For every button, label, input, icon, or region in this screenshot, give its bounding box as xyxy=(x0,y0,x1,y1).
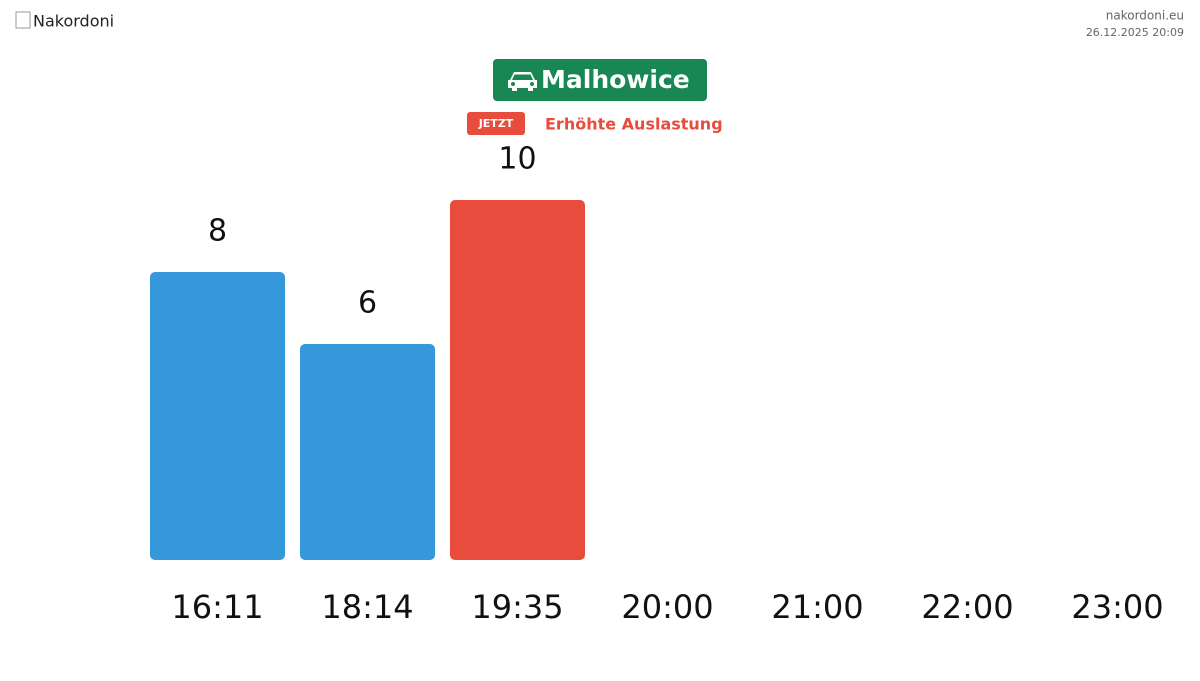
status-badge xyxy=(467,112,525,135)
x-tick-label: 19:35 xyxy=(471,588,563,626)
timestamp: 26.12.2025 20:09 xyxy=(1086,26,1184,39)
x-tick-label: 20:00 xyxy=(621,588,713,626)
bar xyxy=(450,200,585,560)
chart-title: Malhowice xyxy=(541,65,690,94)
x-tick-label: 16:11 xyxy=(171,588,263,626)
status-text: Erhöhte Auslastung xyxy=(545,115,723,134)
logo-alt: Nakordoni xyxy=(33,12,114,31)
value-label: 8 xyxy=(208,214,227,249)
site-name: nakordoni.eu xyxy=(1106,9,1184,23)
value-label: 10 xyxy=(498,142,536,177)
x-tick-label: 21:00 xyxy=(771,588,863,626)
broken-image-icon xyxy=(15,11,31,29)
bar xyxy=(150,272,285,560)
x-tick-label: 22:00 xyxy=(921,588,1013,626)
bar xyxy=(300,344,435,560)
value-label: 6 xyxy=(358,286,377,321)
car-icon xyxy=(508,72,537,91)
logo: Nakordoni xyxy=(15,11,114,31)
title-pill xyxy=(493,59,707,101)
x-tick-label: 23:00 xyxy=(1071,588,1163,626)
badge-text: JETZT xyxy=(478,117,514,130)
x-tick-label: 18:14 xyxy=(321,588,413,626)
